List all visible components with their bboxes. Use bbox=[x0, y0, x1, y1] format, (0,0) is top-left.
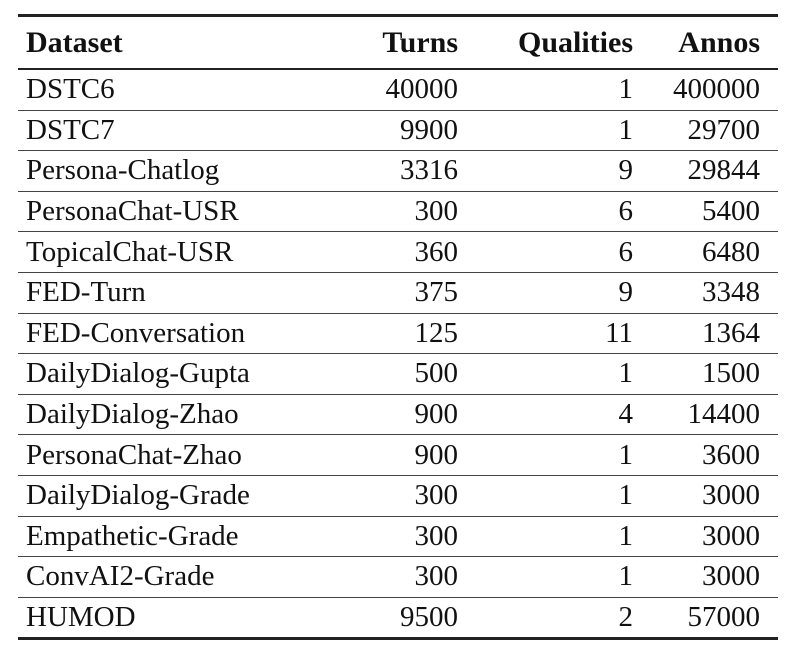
cell-annos: 3000 bbox=[633, 475, 778, 517]
cell-turns: 40000 bbox=[318, 69, 458, 111]
cell-dataset: PersonaChat-USR bbox=[18, 191, 318, 233]
cell-qualities: 4 bbox=[458, 394, 633, 436]
cell-turns: 500 bbox=[318, 353, 458, 395]
cell-annos: 1500 bbox=[633, 353, 778, 395]
cell-qualities: 6 bbox=[458, 231, 633, 273]
cell-qualities: 1 bbox=[458, 475, 633, 517]
table-row: Persona-Chatlog 3316 9 29844 bbox=[18, 150, 778, 192]
cell-turns: 900 bbox=[318, 394, 458, 436]
cell-annos: 1364 bbox=[633, 313, 778, 355]
cell-dataset: Persona-Chatlog bbox=[18, 150, 318, 192]
cell-dataset: HUMOD bbox=[18, 597, 318, 641]
table-row: DSTC6 40000 1 400000 bbox=[18, 69, 778, 111]
cell-annos: 3000 bbox=[633, 556, 778, 598]
cell-dataset: FED-Turn bbox=[18, 272, 318, 314]
cell-annos: 14400 bbox=[633, 394, 778, 436]
cell-dataset: FED-Conversation bbox=[18, 313, 318, 355]
cell-annos: 57000 bbox=[633, 597, 778, 641]
cell-turns: 125 bbox=[318, 313, 458, 355]
cell-annos: 5400 bbox=[633, 191, 778, 233]
dataset-table: Dataset Turns Qualities Annos DSTC6 40000… bbox=[18, 14, 778, 641]
table-row: PersonaChat-USR 300 6 5400 bbox=[18, 191, 778, 233]
cell-qualities: 1 bbox=[458, 69, 633, 111]
cell-qualities: 1 bbox=[458, 434, 633, 476]
cell-annos: 29844 bbox=[633, 150, 778, 192]
cell-qualities: 1 bbox=[458, 353, 633, 395]
table-row: DailyDialog-Gupta 500 1 1500 bbox=[18, 353, 778, 395]
header-row: Dataset Turns Qualities Annos bbox=[18, 15, 778, 69]
table-row: FED-Conversation 125 11 1364 bbox=[18, 313, 778, 355]
table-row: ConvAI2-Grade 300 1 3000 bbox=[18, 556, 778, 598]
cell-dataset: DailyDialog-Grade bbox=[18, 475, 318, 517]
cell-turns: 300 bbox=[318, 475, 458, 517]
cell-qualities: 9 bbox=[458, 272, 633, 314]
cell-qualities: 11 bbox=[458, 313, 633, 355]
cell-dataset: DSTC6 bbox=[18, 69, 318, 111]
table-row: TopicalChat-USR 360 6 6480 bbox=[18, 231, 778, 273]
cell-turns: 375 bbox=[318, 272, 458, 314]
table-row: FED-Turn 375 9 3348 bbox=[18, 272, 778, 314]
table-row: DSTC7 9900 1 29700 bbox=[18, 110, 778, 152]
cell-turns: 900 bbox=[318, 434, 458, 476]
header-annos: Annos bbox=[678, 25, 760, 59]
cell-dataset: DSTC7 bbox=[18, 110, 318, 152]
table-header: Dataset Turns Qualities Annos bbox=[18, 15, 778, 69]
table-row: DailyDialog-Grade 300 1 3000 bbox=[18, 475, 778, 517]
cell-dataset: TopicalChat-USR bbox=[18, 231, 318, 273]
cell-qualities: 6 bbox=[458, 191, 633, 233]
cell-turns: 300 bbox=[318, 516, 458, 558]
cell-dataset: DailyDialog-Zhao bbox=[18, 394, 318, 436]
cell-annos: 6480 bbox=[633, 231, 778, 273]
cell-turns: 300 bbox=[318, 556, 458, 598]
cell-dataset: ConvAI2-Grade bbox=[18, 556, 318, 598]
table-body: DSTC6 40000 1 400000 DSTC7 9900 1 29700 Persona-… bbox=[18, 69, 778, 641]
cell-turns: 9500 bbox=[318, 597, 458, 641]
cell-qualities: 1 bbox=[458, 556, 633, 598]
cell-dataset: DailyDialog-Gupta bbox=[18, 353, 318, 395]
cell-annos: 400000 bbox=[633, 69, 778, 111]
cell-turns: 9900 bbox=[318, 110, 458, 152]
cell-turns: 360 bbox=[318, 231, 458, 273]
table-row: DailyDialog-Zhao 900 4 14400 bbox=[18, 394, 778, 436]
cell-qualities: 9 bbox=[458, 150, 633, 192]
cell-dataset: Empathetic-Grade bbox=[18, 516, 318, 558]
table-row: Empathetic-Grade 300 1 3000 bbox=[18, 516, 778, 558]
cell-qualities: 1 bbox=[458, 110, 633, 152]
table-row: HUMOD 9500 2 57000 bbox=[18, 597, 778, 641]
cell-annos: 3600 bbox=[633, 434, 778, 476]
cell-qualities: 2 bbox=[458, 597, 633, 641]
table-row: PersonaChat-Zhao 900 1 3600 bbox=[18, 434, 778, 476]
dataset-table-container: Dataset Turns Qualities Annos DSTC6 40000… bbox=[18, 14, 778, 641]
header-qualities: Qualities bbox=[517, 25, 633, 59]
cell-annos: 29700 bbox=[633, 110, 778, 152]
cell-annos: 3348 bbox=[633, 272, 778, 314]
header-turns: Turns bbox=[382, 25, 458, 59]
cell-dataset: PersonaChat-Zhao bbox=[18, 434, 318, 476]
cell-qualities: 1 bbox=[458, 516, 633, 558]
cell-turns: 3316 bbox=[318, 150, 458, 192]
cell-turns: 300 bbox=[318, 191, 458, 233]
header-dataset: Dataset bbox=[26, 25, 123, 59]
cell-annos: 3000 bbox=[633, 516, 778, 558]
